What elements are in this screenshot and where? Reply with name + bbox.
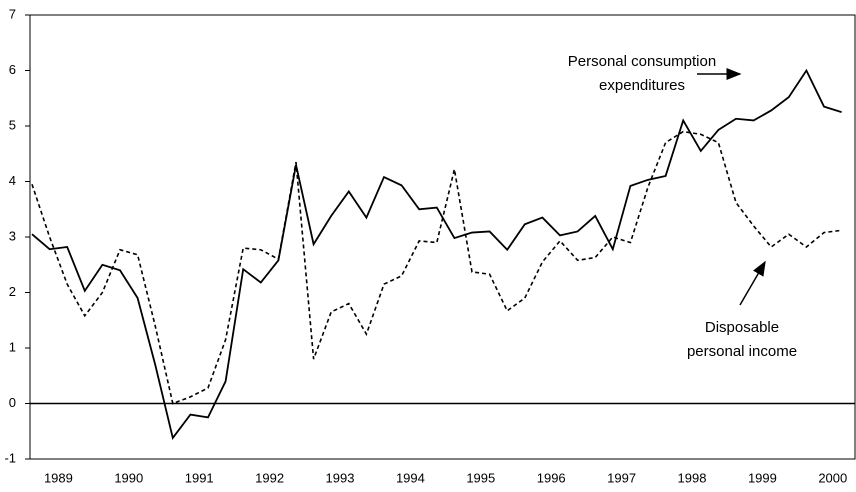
x-tick-label: 1998	[678, 470, 707, 485]
arrow	[739, 260, 766, 306]
y-tick-label: 5	[9, 117, 16, 132]
x-tick-label: 1995	[466, 470, 495, 485]
annotation: personal income	[687, 343, 797, 360]
series-line	[31, 130, 842, 405]
y-tick-label: 0	[9, 395, 16, 410]
y-tick-label: 2	[9, 284, 16, 299]
y-tick-label: 3	[9, 228, 16, 243]
x-tick-label: 1996	[537, 470, 566, 485]
annotation: expenditures	[599, 77, 685, 94]
x-tick-label: 1990	[114, 470, 143, 485]
x-tick-label: 1993	[326, 470, 355, 485]
x-tick-label: 1991	[185, 470, 214, 485]
plot-frame	[29, 14, 856, 460]
y-tick-label: 6	[9, 62, 16, 77]
x-tick-label: 1989	[44, 470, 73, 485]
y-tick-label: 4	[9, 173, 16, 188]
y-tick-label: -1	[4, 450, 16, 465]
x-tick-label: 2000	[818, 470, 847, 485]
y-tick-label: 1	[9, 339, 16, 354]
x-tick-label: 1997	[607, 470, 636, 485]
x-tick-label: 1999	[748, 470, 777, 485]
x-tick-label: 1994	[396, 470, 425, 485]
y-tick-label: 7	[9, 6, 16, 21]
series-line	[31, 68, 842, 440]
annotation: Personal consumption	[568, 53, 716, 70]
x-tick-label: 1992	[255, 470, 284, 485]
annotation: Disposable	[705, 319, 779, 336]
